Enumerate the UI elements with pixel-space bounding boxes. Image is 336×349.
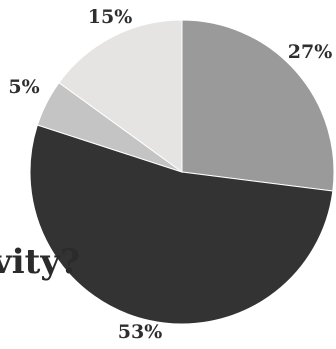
pie-slice-15 [58,19,183,173]
slice-label-5: 5% [8,76,39,98]
slice-label-53: 53% [118,321,163,343]
slice-label-15: 15% [88,6,133,28]
pie-labels: 27% 53% 5% 15% [8,6,332,343]
slice-label-27: 27% [288,41,333,63]
question-text-fragment: vity? [0,242,80,282]
pie-slices [29,19,335,325]
pie-slice-53 [29,124,334,325]
pie-slice-27 [181,19,335,192]
